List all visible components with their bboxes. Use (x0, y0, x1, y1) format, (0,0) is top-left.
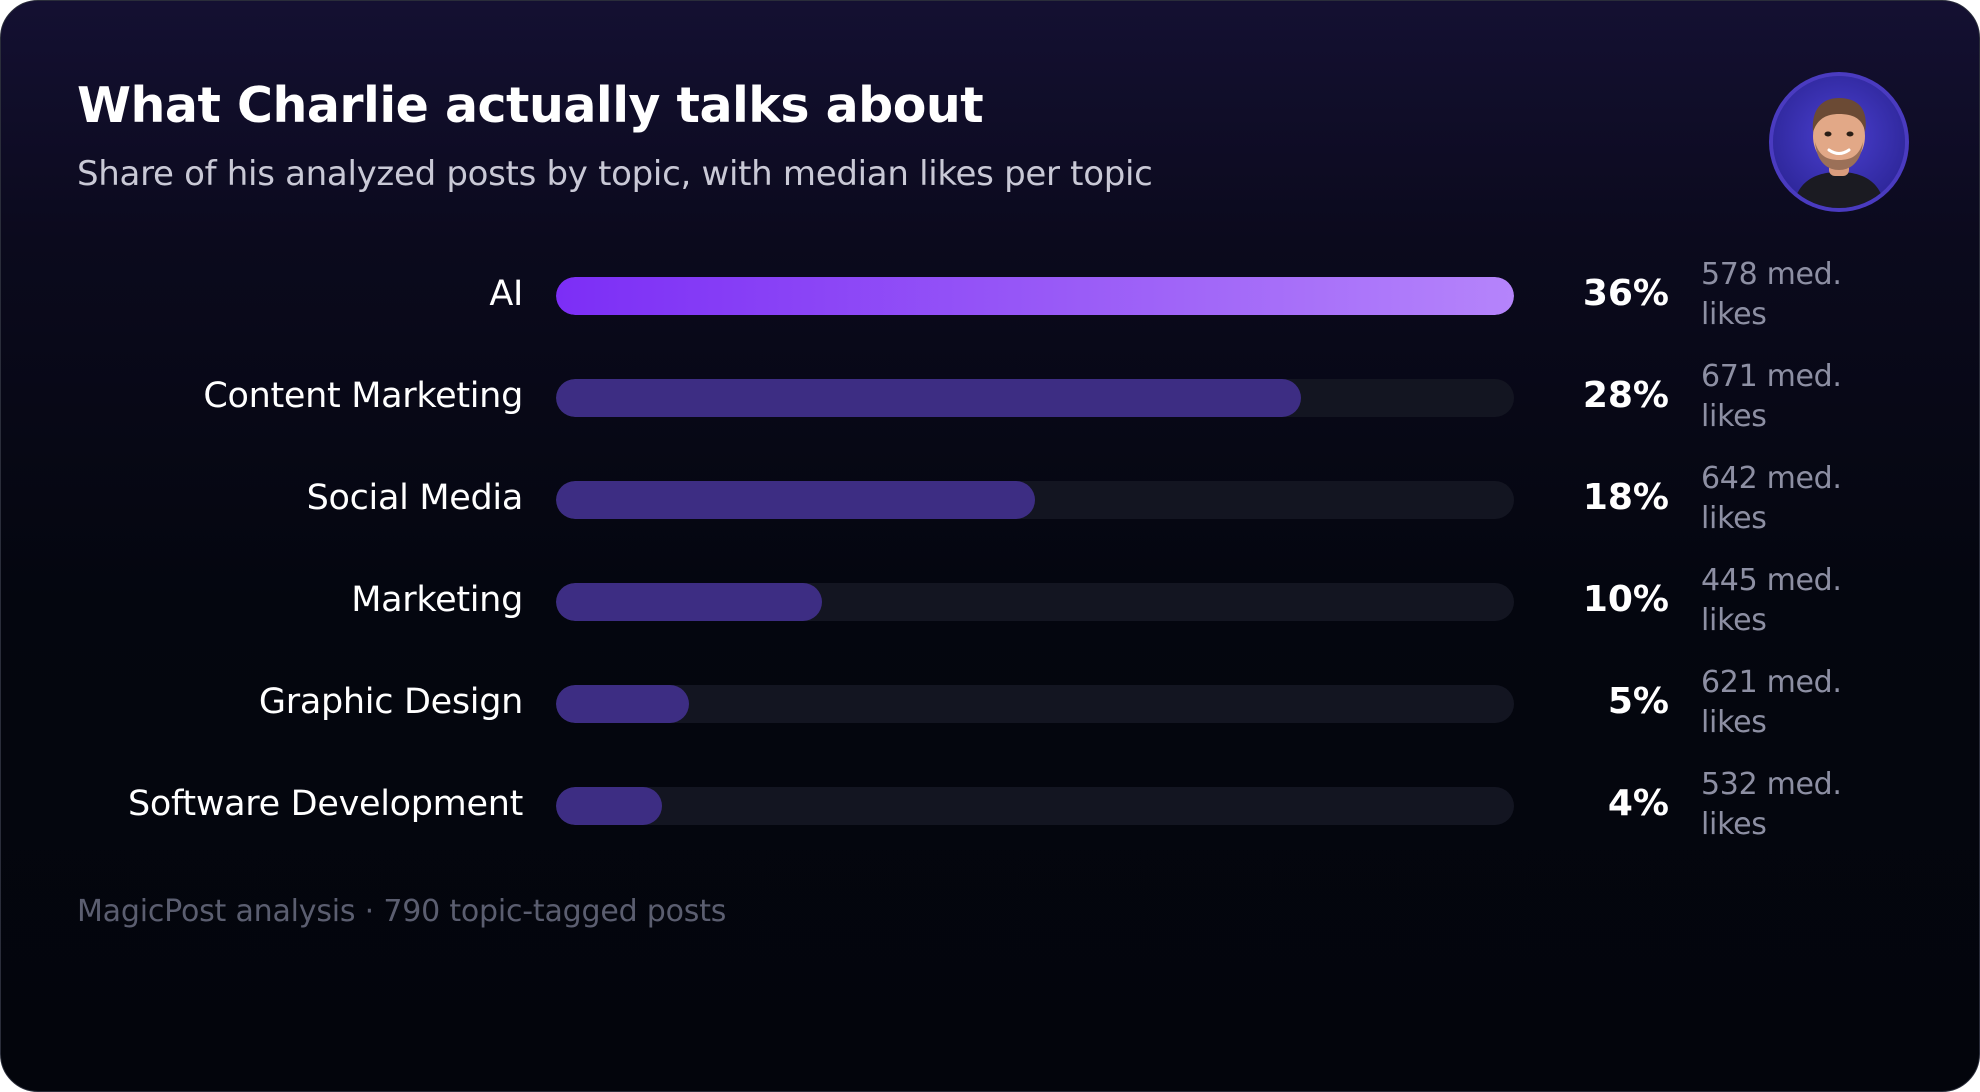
bar (556, 379, 1301, 417)
bar (556, 481, 1035, 519)
bar (556, 277, 1514, 315)
bar-track (556, 583, 1514, 621)
bar (556, 787, 662, 825)
bar-track (556, 277, 1514, 315)
chart-subtitle: Share of his analyzed posts by topic, wi… (77, 154, 1153, 194)
profile-photo-icon (1773, 76, 1905, 208)
category-label: Social Media (306, 478, 524, 518)
bar (556, 583, 822, 621)
avatar (1773, 76, 1905, 208)
chart-footer: MagicPost analysis · 790 topic-tagged po… (77, 894, 727, 929)
median-likes-label: 621 med. likes (1701, 665, 1842, 740)
bar-track (556, 379, 1514, 417)
chart-title: What Charlie actually talks about (77, 77, 984, 134)
percent-label: 36% (1582, 273, 1669, 314)
percent-label: 28% (1582, 375, 1669, 416)
category-label: Marketing (351, 580, 523, 620)
median-likes-label: 445 med. likes (1701, 563, 1842, 638)
percent-label: 5% (1607, 681, 1669, 722)
bar-track (556, 481, 1514, 519)
bar-track (556, 685, 1514, 723)
median-likes-label: 671 med. likes (1701, 359, 1842, 434)
percent-label: 18% (1582, 477, 1669, 518)
bar-track (556, 787, 1514, 825)
category-label: AI (489, 274, 523, 314)
bar (556, 685, 689, 723)
percent-label: 4% (1607, 783, 1669, 824)
category-label: Content Marketing (203, 376, 523, 416)
median-likes-label: 578 med. likes (1701, 257, 1842, 332)
category-label: Graphic Design (258, 682, 523, 722)
percent-label: 10% (1582, 579, 1669, 620)
median-likes-label: 642 med. likes (1701, 461, 1842, 536)
median-likes-label: 532 med. likes (1701, 767, 1842, 842)
category-label: Software Development (127, 784, 523, 824)
